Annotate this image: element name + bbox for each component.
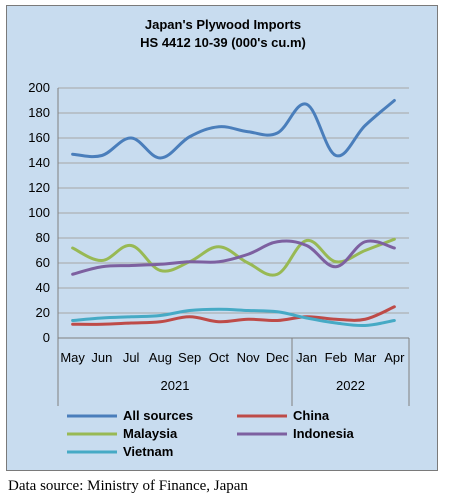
series-line-vietnam: [71, 307, 396, 328]
legend-label: Indonesia: [293, 426, 354, 441]
y-tick-label: 80: [36, 230, 50, 245]
axes: 0 20 40 60 80 100 120 140 160 180 200 May Jun Jul Aug S…: [28, 80, 410, 406]
x-tick-label: Dec: [266, 350, 290, 365]
x-tick-label: Jul: [123, 350, 140, 365]
y-tick-label: 40: [36, 280, 50, 295]
legend-label: Vietnam: [123, 444, 173, 459]
series-line-indonesia: [71, 239, 396, 276]
y-tick-label: 60: [36, 255, 50, 270]
x-tick-label: May: [60, 350, 85, 365]
x-tick-label: Jan: [296, 350, 317, 365]
x-tick-label: Apr: [384, 350, 405, 365]
year-group-label: 2022: [336, 378, 365, 393]
x-tick-label: Jun: [91, 350, 112, 365]
x-tick-label: Aug: [149, 350, 172, 365]
x-tick-label: Mar: [354, 350, 377, 365]
y-tick-label: 200: [28, 80, 50, 95]
chart-subtitle: HS 4412 10-39 (000's cu.m): [140, 35, 306, 50]
x-tick-label: Feb: [325, 350, 347, 365]
x-tick-label: Oct: [209, 350, 230, 365]
legend-label: Malaysia: [123, 426, 178, 441]
series-line-malaysia: [71, 237, 396, 277]
chart-title: Japan's Plywood Imports: [145, 17, 301, 32]
y-tick-label: 160: [28, 130, 50, 145]
gridlines: [58, 87, 409, 339]
legend-label: China: [293, 408, 330, 423]
x-tick-label: Sep: [178, 350, 201, 365]
series-line-all-sources: [71, 99, 396, 160]
y-tick-label: 120: [28, 180, 50, 195]
data-source-note: Data source: Ministry of Finance, Japan: [8, 478, 248, 494]
legend-label: All sources: [123, 408, 193, 423]
y-tick-label: 140: [28, 155, 50, 170]
y-tick-label: 20: [36, 305, 50, 320]
y-tick-label: 0: [43, 330, 50, 345]
legend: All sources China Malaysia Indonesia Vietnam: [67, 408, 354, 459]
y-tick-label: 100: [28, 205, 50, 220]
year-group-label: 2021: [161, 378, 190, 393]
y-tick-label: 180: [28, 105, 50, 120]
series-lines: [71, 99, 396, 328]
line-chart: Japan's Plywood Imports HS 4412 10-39 (0…: [28, 17, 410, 459]
chart-frame: Japan's Plywood Imports HS 4412 10-39 (0…: [6, 5, 438, 471]
x-tick-label: Nov: [237, 350, 261, 365]
series-line-china: [71, 305, 396, 326]
